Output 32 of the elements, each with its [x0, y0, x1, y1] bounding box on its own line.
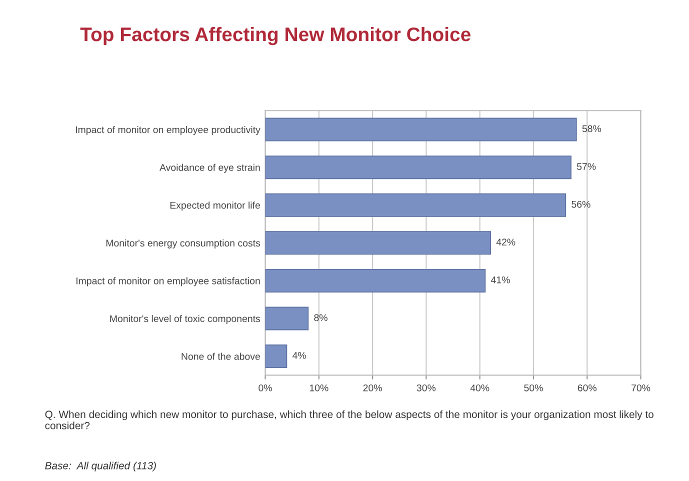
bar [265, 231, 491, 255]
chart-title: Top Factors Affecting New Monitor Choice [80, 26, 470, 46]
data-label: 58% [582, 125, 602, 132]
x-tick-label: 30% [416, 384, 436, 392]
x-tick-label: 60% [578, 384, 597, 392]
y-tick-label: None of the above [182, 352, 260, 360]
x-tick-label: 50% [524, 384, 543, 392]
bar [265, 344, 288, 368]
x-tick-label: 0% [258, 384, 272, 392]
text: Base: All qualified (113) [45, 462, 156, 472]
bar [265, 156, 572, 180]
bar [265, 193, 566, 217]
bar [265, 118, 577, 142]
text: Q. When deciding which new monitor to purchase, which three of the below aspects of the monitor is your organization most likely to consider? [45, 410, 654, 430]
x-tick-label: 40% [470, 384, 490, 392]
bar [265, 268, 486, 292]
data-label: 41% [490, 276, 510, 284]
y-tick-label: Avoidance of eye strain [160, 164, 260, 173]
data-label: 42% [496, 238, 516, 246]
data-label: 56% [572, 200, 590, 208]
data-label: 57% [576, 163, 596, 170]
y-tick-label: Monitor's level of toxic components [110, 314, 260, 324]
y-tick-label: Monitor's energy consumption costs [106, 239, 260, 248]
x-tick-label: 70% [632, 384, 650, 392]
y-tick-label: Expected monitor life [170, 202, 260, 211]
data-label: 8% [314, 314, 328, 322]
x-tick-label: 10% [310, 384, 328, 392]
y-tick-label: Impact of monitor on employee satisfaction [76, 277, 260, 286]
y-tick-label: Impact of monitor on employee productivity [76, 126, 260, 136]
data-label: 4% [292, 352, 306, 359]
bar [265, 306, 309, 330]
x-tick-label: 20% [363, 384, 382, 392]
